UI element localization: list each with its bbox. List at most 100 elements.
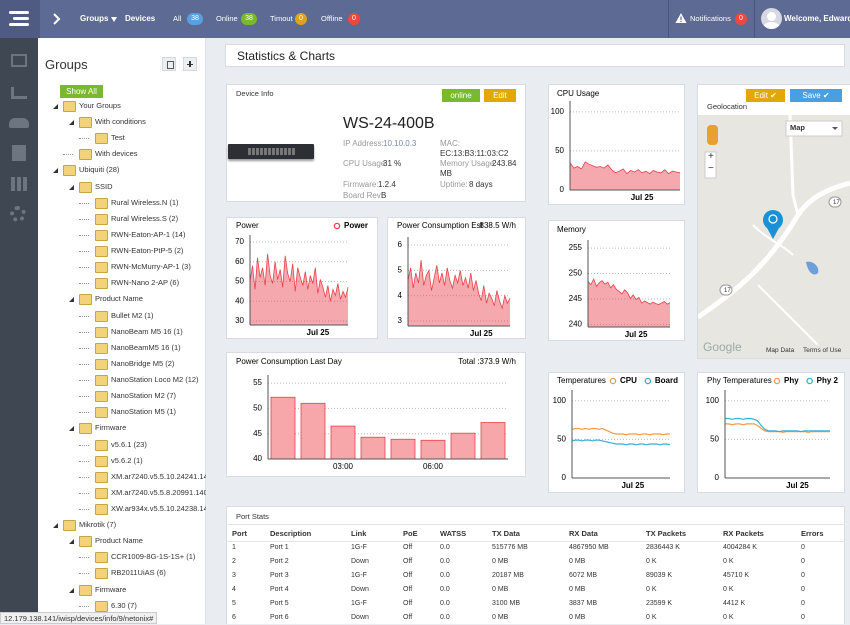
filter-label[interactable]: All — [173, 14, 182, 23]
expander[interactable] — [53, 168, 58, 174]
table-cell: Port 6 — [270, 614, 289, 621]
tree-item[interactable]: With devices — [95, 149, 138, 159]
chevron[interactable] — [52, 13, 62, 25]
tree-item[interactable]: Mikrotik (7) — [79, 520, 117, 530]
welcome[interactable]: Welcome, Edward — [784, 14, 850, 23]
table-cell: 20187 MB — [492, 572, 524, 579]
groups-link[interactable]: Groups — [80, 14, 109, 23]
zoom-in[interactable]: + — [708, 151, 714, 162]
connector — [79, 202, 89, 204]
folder-icon — [95, 133, 108, 145]
folder-icon — [95, 262, 108, 274]
map-type[interactable]: Map — [790, 123, 805, 132]
table-cell: 4867950 MB — [569, 544, 609, 551]
field-label: CPU Usage: — [343, 159, 388, 168]
tree-item[interactable]: Firmware — [95, 584, 127, 594]
tree-item[interactable]: NanoStation Loco M2 (12) — [111, 375, 199, 385]
tree-item[interactable]: v5.6.2 (1) — [111, 455, 143, 465]
tree-item[interactable]: v5.6.1 (23) — [111, 439, 147, 449]
tree-item[interactable]: Bullet M2 (1) — [111, 310, 154, 320]
tree-item[interactable]: Firmware — [95, 423, 127, 433]
show-all[interactable]: Show All — [60, 85, 103, 98]
tree-item[interactable]: Rural Wireless.S (2) — [111, 213, 179, 223]
nav-icon[interactable] — [12, 145, 26, 161]
tree-item[interactable]: XM.ar7240.v5.5.8.20991.1402 — [111, 487, 206, 497]
table-cell: 4412 K — [723, 600, 746, 607]
nav-icon[interactable] — [11, 54, 27, 67]
tree-item[interactable]: Your Groups — [79, 101, 121, 110]
tree-item[interactable]: Product Name — [95, 294, 143, 304]
expander[interactable] — [53, 104, 58, 109]
folder-icon — [79, 181, 92, 193]
notifications[interactable]: Notifications — [690, 14, 731, 23]
connector — [79, 331, 89, 333]
tree-item[interactable]: NanoStation M5 (1) — [111, 407, 177, 417]
avatar[interactable] — [761, 8, 782, 29]
tree-item[interactable]: Rural Wireless.N (1) — [111, 197, 179, 207]
map-terms[interactable]: Terms of Use — [803, 347, 842, 354]
label: Edit — [754, 91, 768, 100]
nav-icon[interactable] — [10, 206, 26, 222]
field-value: 1.2.4 — [378, 180, 396, 189]
table-cell: 0 MB — [492, 614, 509, 621]
filter-label[interactable]: Online — [216, 14, 238, 23]
tree-item[interactable]: RWN-McMurry-AP-1 (3) — [111, 262, 191, 272]
map-data[interactable]: Map Data — [766, 347, 795, 354]
expander[interactable] — [53, 523, 58, 529]
connector — [79, 509, 89, 510]
tree-item[interactable]: NanoBeamM5 16 (1) — [111, 342, 181, 352]
table-cell: 0.0 — [440, 572, 450, 579]
tree-item[interactable]: NanoStation M2 (7) — [111, 391, 177, 401]
connector — [63, 154, 73, 156]
divider — [226, 541, 845, 542]
tree-item[interactable]: XW.ar934x.v5.5.10.24238.14 — [111, 504, 206, 513]
tree-item[interactable]: RWN-Eaton-PtP-5 (2) — [111, 246, 184, 256]
tree-item[interactable]: NanoBridge M5 (2) — [111, 358, 175, 368]
tree-item[interactable]: RWN-Eaton-AP-1 (14) — [111, 229, 186, 239]
table-cell: 3837 MB — [569, 600, 598, 607]
tree-item[interactable]: Test — [111, 133, 125, 143]
map-edit[interactable]: Edit ✔ — [746, 89, 785, 102]
table-cell: 1 — [232, 544, 236, 551]
folder-icon — [95, 407, 108, 419]
tree-item[interactable]: Ubiquiti (28) — [79, 165, 120, 175]
map[interactable] — [698, 115, 850, 358]
nav-icon[interactable] — [11, 177, 27, 191]
status-button[interactable]: online — [442, 89, 480, 102]
expander[interactable] — [69, 426, 74, 432]
table-cell: Off — [403, 600, 413, 607]
expander[interactable] — [69, 587, 74, 593]
tree-item[interactable]: Product Name — [95, 536, 143, 546]
tree-item[interactable]: XM.ar7240.v5.5.10.24241.141 — [111, 471, 206, 481]
zoom-out[interactable]: − — [708, 163, 714, 174]
sidebar-title: Groups — [45, 57, 88, 72]
table-cell: 0 — [801, 544, 805, 551]
tree-item[interactable]: NanoBeam M5 16 (1) — [111, 326, 183, 336]
tree-item[interactable]: SSID — [95, 181, 113, 191]
tree-item[interactable]: RB2011UiAS (6) — [111, 568, 166, 578]
table-cell: Port 5 — [270, 600, 289, 607]
expander[interactable] — [69, 297, 74, 303]
tree-item[interactable]: With conditions — [95, 117, 146, 127]
filter-label[interactable]: Offline — [321, 14, 343, 23]
tree-item[interactable]: RWN-Nano 2-AP (6) — [111, 278, 180, 288]
column-header: Link — [351, 529, 367, 538]
devices-link[interactable]: Devices — [125, 14, 156, 23]
edit-button[interactable]: Edit — [484, 89, 516, 102]
nav-icon[interactable] — [11, 87, 27, 99]
expander[interactable] — [69, 539, 74, 545]
tree-item[interactable]: CCR1009-8G-1S-1S+ (1) — [111, 552, 196, 562]
page-title: Statistics & Charts — [237, 49, 336, 63]
add-group[interactable] — [183, 57, 197, 71]
folder-icon — [95, 229, 108, 241]
expander[interactable] — [69, 120, 74, 126]
tree-item[interactable]: 6.30 (7) — [111, 600, 137, 610]
chart-panel — [548, 220, 685, 341]
filter-label[interactable]: Timout — [270, 14, 293, 23]
table-cell: 0.0 — [440, 544, 450, 551]
logo[interactable] — [0, 0, 40, 38]
edit-groups[interactable] — [162, 57, 176, 71]
map-save[interactable]: Save ✔ — [790, 89, 842, 102]
nav-icon[interactable] — [9, 118, 29, 128]
expander[interactable] — [69, 184, 74, 190]
